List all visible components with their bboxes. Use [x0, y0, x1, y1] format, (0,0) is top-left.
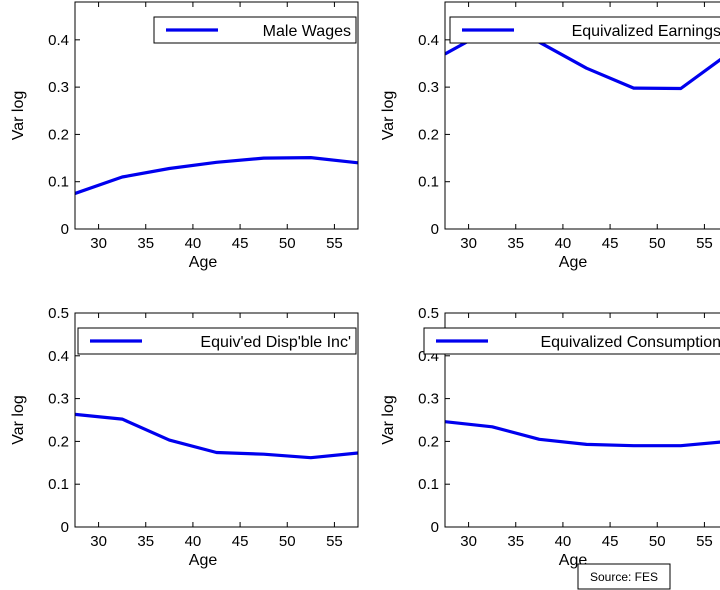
- x-tick-label: 35: [137, 533, 154, 550]
- legend: Equiv'ed Disp'ble Inc': [77, 327, 357, 355]
- x-tick-label: 35: [507, 533, 524, 550]
- axes-frame: [444, 1, 720, 230]
- x-tick-label: 40: [555, 235, 572, 252]
- panel-disposable-income: 30 35 40 45 50 55 0 0.1 0.2 0.3 0.4 0.5 Age Var log Eq…: [10, 305, 359, 569]
- axes-frame: [444, 312, 720, 528]
- legend-label: Equiv'ed Disp'ble Inc': [200, 334, 351, 351]
- y-tick-label: 0.4: [48, 348, 69, 365]
- x-tick-label: 55: [326, 533, 343, 550]
- y-tick-label: 0: [61, 221, 69, 238]
- x-tick-label: 55: [696, 235, 713, 252]
- panel-male-wages: 30 35 40 45 50 55 0 0.1 0.2 0.3 0.4 Age Var log Male …: [10, 1, 359, 271]
- legend-label: Equivalized Consumption: [540, 334, 720, 351]
- x-tick-label: 55: [326, 235, 343, 252]
- y-tick-label: 0: [431, 519, 439, 536]
- axes-frame: [74, 1, 359, 230]
- y-tick-label: 0.2: [418, 433, 439, 450]
- x-tick-label: 35: [137, 235, 154, 252]
- x-tick-label: 30: [90, 533, 107, 550]
- legend-box: [77, 327, 357, 355]
- source-note-text: Source: FES: [590, 570, 658, 584]
- y-tick-label: 0.2: [48, 433, 69, 450]
- y-tick-label: 0: [431, 221, 439, 238]
- y-axis-label: Var log: [380, 91, 397, 141]
- legend: Male Wages: [153, 16, 357, 44]
- y-tick-label: 0.2: [418, 126, 439, 143]
- x-tick-label: 30: [460, 533, 477, 550]
- x-tick-label: 30: [460, 235, 477, 252]
- series-line-0-0: [75, 156, 358, 196]
- y-tick-label: 0.3: [48, 391, 69, 408]
- x-tick-label: 50: [279, 533, 296, 550]
- x-axis-label: Age: [559, 254, 588, 271]
- x-tick-label: 45: [602, 533, 619, 550]
- y-tick-label: 0.4: [418, 32, 439, 49]
- x-tick-label: 40: [185, 533, 202, 550]
- axes-frame: [74, 312, 359, 528]
- x-tick-label: 50: [649, 235, 666, 252]
- source-note: Source: FES: [577, 563, 671, 590]
- y-tick-label: 0.5: [418, 305, 439, 322]
- x-tick-label: 50: [279, 235, 296, 252]
- legend: Equivalized Consumption: [423, 327, 720, 355]
- y-tick-label: 0.1: [418, 174, 439, 191]
- y-tick-label: 0.1: [418, 476, 439, 493]
- series-line-2-0: [75, 412, 358, 460]
- x-axis-label: Age: [189, 552, 218, 569]
- y-tick-label: 0: [61, 519, 69, 536]
- x-tick-label: 45: [232, 533, 249, 550]
- x-tick-label: 55: [696, 533, 713, 550]
- x-tick-label: 45: [602, 235, 619, 252]
- legend: Equivalized Earnings: [449, 16, 720, 44]
- x-tick-label: 35: [507, 235, 524, 252]
- y-tick-label: 0.3: [418, 391, 439, 408]
- x-tick-label: 45: [232, 235, 249, 252]
- y-tick-label: 0.4: [48, 32, 69, 49]
- y-axis-label: Var log: [10, 395, 27, 445]
- x-tick-label: 40: [555, 533, 572, 550]
- legend-label: Male Wages: [263, 23, 351, 40]
- y-tick-label: 0.5: [48, 305, 69, 322]
- y-tick-label: 0.1: [48, 476, 69, 493]
- source-note-box: [577, 563, 671, 590]
- y-axis-label: Var log: [380, 395, 397, 445]
- y-axis-label: Var log: [10, 91, 27, 141]
- y-tick-label: 0.1: [48, 174, 69, 191]
- series-line-3-0: [445, 420, 720, 448]
- y-tick-label: 0.3: [48, 79, 69, 96]
- y-tick-label: 0.3: [418, 79, 439, 96]
- legend-label: Equivalized Earnings: [572, 23, 720, 40]
- x-tick-label: 30: [90, 235, 107, 252]
- x-tick-label: 40: [185, 235, 202, 252]
- y-tick-label: 0.2: [48, 126, 69, 143]
- panel-equivalized-earnings: 30 35 40 45 50 55 0 0.1 0.2 0.3 0.4 Age Var log Equiv…: [380, 1, 720, 271]
- x-axis-label: Age: [189, 254, 218, 271]
- x-tick-label: 50: [649, 533, 666, 550]
